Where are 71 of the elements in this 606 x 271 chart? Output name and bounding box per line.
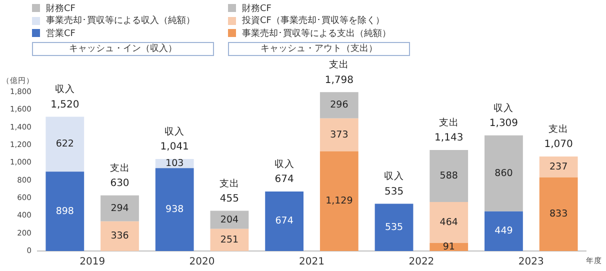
data-label: 91 [442,241,455,252]
x-tick-label: 2020 [189,256,215,268]
data-label: 464 [440,216,458,228]
text: 支出 [438,118,459,129]
text: キャッシュ・アウト（支出） [228,42,410,56]
text: 収入 [494,102,514,114]
text: キャッシュ・イン（収入） [32,42,214,56]
x-tick-label: 2021 [299,256,324,268]
annotation: 支出 [110,162,130,174]
legend-label: 営業CF [46,28,76,40]
data-label: 938 [166,204,184,216]
legend-label: 事業売却･買収等による収入（純額） [46,14,195,28]
total-label: 1,309 [489,118,518,129]
data-label: 296 [330,100,348,111]
text: 収入 [164,126,185,138]
bar [265,191,304,251]
x-tick-label: 2023 [518,256,544,268]
data-label: 237 [550,161,568,172]
text: 支出 [219,178,240,190]
total-label: 630 [110,178,130,189]
bar [210,210,249,229]
data-label: 1,129 [326,196,353,207]
annotation: 収入 [54,83,75,96]
legend-label: 財務CF [242,2,272,15]
data-label: 674 [275,216,294,227]
data-label: 373 [330,129,348,140]
legend-label: 事業売却･買収等による支出（純額） [242,28,391,40]
text: 支出 [548,124,569,135]
data-label: 898 [56,206,74,217]
data-label: 622 [56,138,74,150]
total-label: 1,798 [324,74,354,86]
bar [320,151,358,251]
total-label: 1,143 [434,132,464,144]
text: 支出 [329,60,350,71]
bar [155,168,194,251]
data-label: 449 [494,226,513,237]
total-label: 1,070 [544,139,573,150]
x-tick-label: 2022 [408,256,434,268]
data-label: 336 [110,230,129,242]
text: 収入 [274,158,294,170]
bar [539,177,578,251]
bar [46,116,84,172]
data-label: 588 [440,170,458,182]
bar [484,211,523,251]
bar [320,92,358,118]
total-label: 1,520 [50,99,80,110]
total-label: 1,041 [160,142,189,153]
bar [430,202,468,243]
total-label: 455 [220,193,240,204]
bar [210,228,249,251]
legend-label: 投資CF（事業売却･買収等を除く） [242,14,384,28]
bar [484,135,523,212]
bar [100,195,139,222]
x-tick-label: 2019 [80,256,106,268]
legend-label: 財務CF [46,2,76,15]
data-label: 103 [166,158,184,170]
data-label: 535 [384,222,404,233]
data-label: 204 [220,214,239,226]
total-label: 674 [274,174,294,186]
total-label: 535 [384,186,404,198]
data-label: 833 [550,208,568,220]
data-label: 251 [220,234,239,246]
data-label: 860 [494,168,513,179]
bar [320,118,358,152]
bar [374,204,414,251]
bar [539,156,578,178]
bar [46,172,84,251]
data-label: 294 [110,202,129,214]
bar [100,221,139,251]
text: 収入 [384,171,404,182]
bar [430,150,468,202]
